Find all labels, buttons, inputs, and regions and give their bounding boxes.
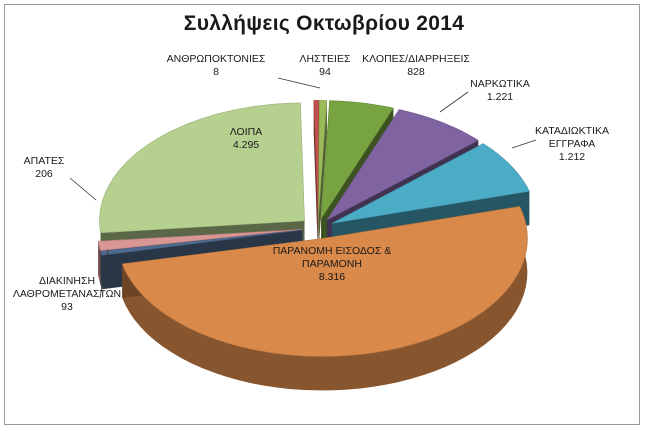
- leader-line-διακινηση-λαθρομεταναστων: [99, 249, 109, 299]
- data-label-παρανομη-εισοδος-παραμονη: ΠΑΡΑΝΟΜΗ ΕΙΣΟΔΟΣ & ΠΑΡΑΜΟΝΗ 8.316: [273, 245, 392, 283]
- pie-slice-κλοπες-διαρρηξεις: [320, 100, 394, 220]
- pie-slice-ληστειες: [318, 100, 328, 219]
- leader-line-απατες: [69, 177, 97, 201]
- pie-slice-απατες: [97, 229, 303, 251]
- pie-slice-ανθρωποκτονιες: [313, 100, 320, 219]
- data-label-καταδιωκτικα-εγγραφα: ΚΑΤΑΔΙΩΚΤΙΚΑ ΕΓΓΡΑΦΑ 1.212: [535, 125, 609, 163]
- pie-slice-διακινηση-λαθρομεταναστων: [100, 229, 303, 256]
- pie-wall-ληστειες-1: [318, 100, 327, 253]
- data-label-διακινηση-λαθρομεταναστων: ΔΙΑΚΙΝΗΣΗ ΛΑΘΡΟΜΕΤΑΝΑΣΤΩΝ 93: [13, 275, 121, 313]
- data-label-λοιπα: ΛΟΙΠΑ 4.295: [230, 126, 262, 151]
- pie-slice-παρανομη-εισοδος-παραμονη: [121, 206, 528, 357]
- pie-slice-λοιπα: [99, 102, 305, 234]
- chart-title: Συλλήψεις Οκτωβρίου 2014: [183, 12, 465, 35]
- pie-slice-καταδιωκτικα-εγγραφα: [331, 143, 530, 224]
- leader-line-καταδιωκτικα-εγγραφα: [511, 139, 537, 149]
- leader-line-ανθρωποκτονιες: [277, 77, 321, 89]
- data-label-ανθρωποκτονιες: ΑΝΘΡΩΠΟΚΤΟΝΙΕΣ 8: [167, 53, 266, 78]
- data-label-κλοπες-διαρρηξεις: ΚΛΟΠΕΣ/ΔΙΑΡΡΗΞΕΙΣ 828: [362, 53, 470, 78]
- data-label-ληστειες: ΛΗΣΤΕΙΕΣ 94: [300, 53, 351, 78]
- leader-line-ναρκωτικα: [439, 91, 469, 113]
- pie-wall-ανθρωποκτονιες-0: [313, 100, 318, 253]
- pie-slice-ναρκωτικα: [326, 109, 479, 221]
- pie-side-παρανομη-εισοδος-παραμονη: [122, 206, 528, 391]
- data-label-απατες: ΑΠΑΤΕΣ 206: [24, 155, 65, 180]
- data-label-ναρκωτικα: ΝΑΡΚΩΤΙΚΑ 1.221: [470, 78, 530, 103]
